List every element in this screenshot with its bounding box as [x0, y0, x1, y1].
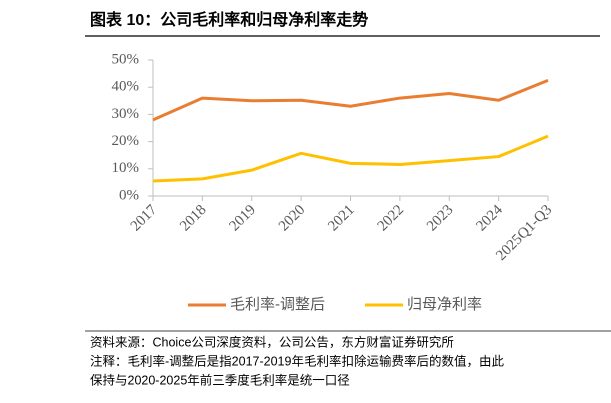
x-tick-label: 2019 [226, 202, 259, 235]
chart-title: 图表 10：公司毛利率和归母净利率走势 [90, 10, 368, 29]
x-tick-label: 2018 [177, 202, 210, 235]
y-tick-label: 0% [119, 187, 139, 203]
y-tick-label: 20% [112, 133, 140, 149]
x-tick-label: 2023 [424, 202, 457, 235]
note: 保持与2020-2025年前三季度毛利率是统一口径 [90, 372, 350, 387]
x-tick-label: 2021 [325, 202, 358, 235]
x-tick-label: 2024 [473, 202, 506, 235]
series-line [152, 134, 549, 183]
x-tick-label: 2017 [128, 202, 161, 235]
y-tick-label: 40% [112, 79, 140, 95]
legend-label: 毛利率-调整后 [230, 296, 325, 313]
x-tick-label: 2020 [276, 202, 309, 235]
note: 资料来源：Choice公司深度资料，公司公告，东方财富证券研究所 [90, 334, 454, 349]
y-tick-label: 10% [112, 160, 140, 176]
note: 注释：毛利率-调整后是指2017-2019年毛利率扣除运输费率后的数值，由此 [90, 353, 504, 368]
legend-label: 归母净利率 [407, 296, 482, 313]
y-tick-label: 50% [112, 51, 140, 67]
x-tick-label: 2022 [375, 202, 408, 235]
y-tick-label: 30% [112, 106, 140, 122]
series-line [152, 79, 549, 122]
